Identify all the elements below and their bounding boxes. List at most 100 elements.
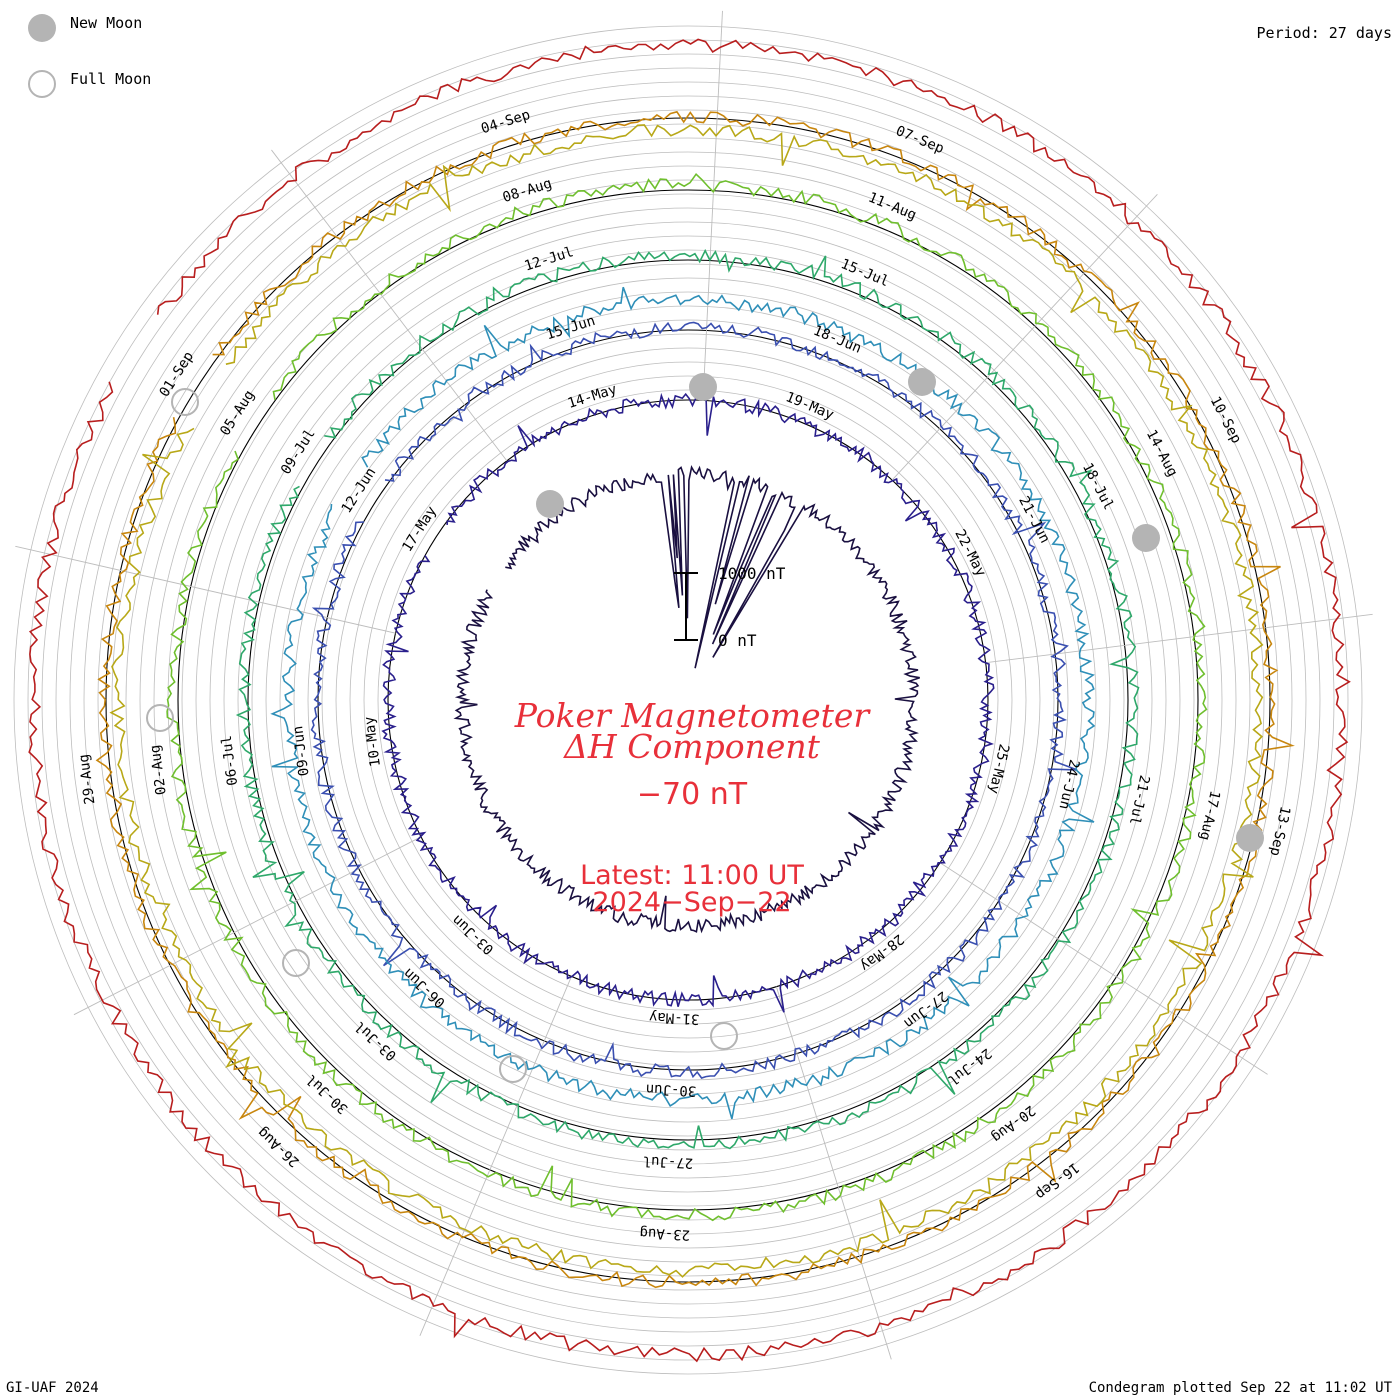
grid-ring — [111, 123, 1265, 1277]
grid-ring — [139, 151, 1237, 1249]
data-trace-series — [109, 124, 1264, 1278]
full-moon-marker — [146, 704, 174, 732]
date-label: 17-Aug — [1196, 789, 1223, 842]
footer-plot-time: Condegram plotted Sep 22 at 11:02 UT — [1088, 1380, 1392, 1396]
date-label: 27-Jul — [642, 1153, 693, 1171]
date-label: 30-Jul — [303, 1071, 351, 1117]
grid-ring — [69, 81, 1307, 1319]
grid-ring — [237, 249, 1139, 1151]
grid-ring — [13, 25, 1363, 1375]
grid-ring — [293, 305, 1083, 1095]
data-traces — [28, 38, 1351, 1363]
grid-ring — [335, 347, 1041, 1053]
full-moon-marker — [499, 1055, 527, 1083]
data-trace-series — [270, 286, 1096, 1120]
grid-spoke — [939, 862, 1268, 1075]
grid-ring — [181, 193, 1195, 1207]
scale-bottom-label: 0 nT — [718, 631, 757, 650]
grid-spoke — [775, 986, 892, 1360]
date-label: 11-Aug — [866, 190, 919, 224]
baseline-ring — [247, 259, 1129, 1141]
grid-spoke — [702, 10, 723, 401]
date-label: 14-May — [566, 381, 619, 411]
grid-spoke — [73, 836, 422, 1016]
date-label: 21-Jul — [1126, 774, 1153, 827]
latest-time: Latest: 11:00 UT — [580, 860, 804, 891]
chart-title-line2: ΔH Component — [562, 727, 821, 766]
grid-spoke — [271, 149, 508, 462]
moon-markers — [146, 368, 1264, 1083]
grid-ring — [41, 53, 1335, 1347]
grid-ring — [265, 277, 1111, 1123]
date-label: 31-May — [649, 1009, 700, 1027]
grid-spoke — [985, 613, 1373, 664]
footer-credit: GI-UAF 2024 — [6, 1380, 99, 1396]
date-label: 25-May — [985, 742, 1012, 795]
scale-top-label: 1000 nT — [718, 564, 786, 583]
grid-ring — [195, 207, 1181, 1193]
date-label: 10-May — [362, 715, 384, 767]
grid-ring — [27, 39, 1349, 1361]
scale-bar: 1000 nT 0 nT — [674, 564, 786, 650]
data-trace-series — [95, 110, 1295, 1289]
data-trace-series — [453, 464, 920, 934]
grid-ring — [125, 137, 1251, 1263]
grid-ring — [97, 109, 1279, 1291]
grid-ring — [279, 291, 1097, 1109]
grid-ring — [55, 67, 1321, 1333]
new-moon-marker — [908, 368, 936, 396]
date-label: 13-Sep — [1266, 805, 1293, 858]
date-label: 30-Jun — [645, 1081, 696, 1099]
grid-ring — [307, 319, 1069, 1081]
date-label: 09-Jun — [290, 725, 312, 777]
new-moon-marker — [536, 490, 564, 518]
grid-ring — [321, 333, 1055, 1067]
grid-spoke — [419, 976, 572, 1336]
full-moon-marker — [710, 1022, 738, 1050]
new-moon-marker — [1236, 824, 1264, 852]
date-label: 08-Aug — [501, 176, 554, 206]
data-trace-series — [28, 38, 1351, 1363]
date-label: 02-Aug — [147, 744, 169, 796]
full-moon-legend-icon — [28, 70, 56, 98]
grid-ring — [83, 95, 1293, 1305]
date-label: 29-Aug — [76, 753, 98, 805]
date-label: 17-May — [399, 504, 440, 555]
grid-ring — [223, 235, 1153, 1165]
full-moon-marker — [171, 388, 199, 416]
data-trace-series — [381, 392, 995, 1013]
grid-spoke — [891, 193, 1158, 481]
grid-ring — [153, 165, 1223, 1235]
center-text: Poker Magnetometer ΔH Component −70 nT L… — [514, 696, 872, 918]
data-trace-series — [235, 248, 1140, 1150]
date-label: 05-Aug — [217, 388, 258, 439]
new-moon-marker — [1132, 524, 1160, 552]
latest-date: 2024−Sep−22 — [592, 887, 791, 918]
baseline-ring — [177, 189, 1199, 1211]
period-label: Period: 27 days — [1256, 24, 1392, 42]
full-moon-marker — [282, 949, 310, 977]
date-label: 06-Jun — [401, 965, 449, 1011]
date-label: 28-May — [857, 931, 907, 974]
new-moon-legend-label: New Moon — [70, 14, 143, 32]
full-moon-legend-label: Full Moon — [70, 70, 152, 88]
data-trace-series — [310, 321, 1078, 1079]
date-label: 23-Aug — [639, 1224, 690, 1242]
current-value: −70 nT — [637, 777, 748, 812]
chart-title-line1: Poker Magnetometer — [514, 696, 872, 735]
grid-spoke — [15, 545, 396, 634]
data-trace-series — [166, 172, 1208, 1222]
date-label: 12-Jun — [339, 465, 380, 516]
grid-ring — [349, 361, 1027, 1039]
grid-ring — [363, 375, 1013, 1025]
new-moon-legend-icon — [28, 14, 56, 42]
new-moon-marker — [689, 373, 717, 401]
grid-ring — [377, 389, 999, 1011]
date-label: 20-Aug — [988, 1102, 1038, 1145]
date-label: 14-Aug — [1143, 427, 1181, 479]
grid-ring — [209, 221, 1167, 1179]
grid-ring — [251, 263, 1125, 1137]
date-label: 06-Jul — [219, 734, 241, 786]
